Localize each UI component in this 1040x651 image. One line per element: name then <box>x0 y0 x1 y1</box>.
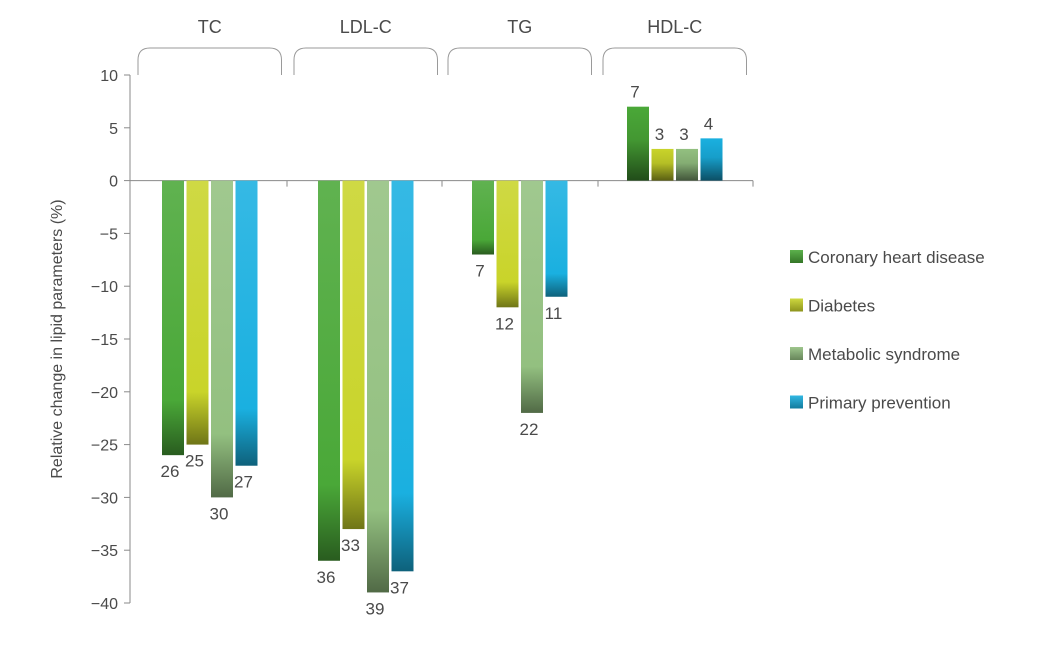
y-tick-label: −35 <box>91 543 118 560</box>
legend-swatch <box>790 298 803 312</box>
legend-swatch <box>790 250 803 263</box>
data-label: 26 <box>161 462 180 481</box>
category-brace <box>447 47 592 75</box>
y-tick-label: 5 <box>109 121 118 138</box>
bar <box>496 180 519 308</box>
category-brace <box>293 47 438 75</box>
category-label: HDL-C <box>647 17 702 37</box>
data-label: 36 <box>317 568 336 587</box>
data-label: 37 <box>390 578 409 597</box>
data-label: 7 <box>630 83 639 102</box>
data-labels: 26 36 7 7 25 33 12 3 30 39 22 3 27 37 11 4 <box>161 83 714 619</box>
y-tick-label: −5 <box>100 226 118 243</box>
y-axis-title: Relative change in lipid parameters (%) <box>49 199 66 478</box>
bar <box>521 180 543 413</box>
y-tick-label: −40 <box>91 596 118 613</box>
legend-label: Diabetes <box>808 297 875 316</box>
legend-swatch <box>790 395 803 409</box>
legend-swatch <box>790 347 803 360</box>
bar <box>162 180 184 456</box>
data-label: 25 <box>185 452 204 471</box>
y-tick-label: −10 <box>91 279 118 296</box>
data-label: 7 <box>475 262 484 281</box>
legend-label: Coronary heart disease <box>808 248 985 267</box>
y-tick-label: −15 <box>91 332 118 349</box>
bar <box>342 180 365 530</box>
data-label: 3 <box>679 125 688 144</box>
data-label: 27 <box>234 473 253 492</box>
y-tick-label: −25 <box>91 438 118 455</box>
bar <box>651 148 674 181</box>
bar <box>186 180 209 445</box>
bar <box>235 180 258 466</box>
bar <box>367 180 389 593</box>
bars <box>162 106 723 593</box>
data-label: 33 <box>341 536 360 555</box>
legend-label: Metabolic syndrome <box>808 345 960 364</box>
y-tick-label: −20 <box>91 385 118 402</box>
bar <box>391 180 414 572</box>
data-label: 22 <box>520 420 539 439</box>
category-label: TG <box>507 17 532 37</box>
category-labels: TC LDL-C TG HDL-C <box>198 17 703 37</box>
bar <box>676 148 698 181</box>
category-brace <box>602 47 747 75</box>
data-label: 3 <box>655 125 664 144</box>
bar <box>318 180 340 561</box>
bar <box>472 180 494 255</box>
y-tick-label: 0 <box>109 174 118 191</box>
bar <box>211 180 233 498</box>
bar <box>700 138 723 181</box>
data-label: 11 <box>545 304 563 323</box>
category-braces <box>137 47 747 75</box>
data-label: 39 <box>366 599 385 618</box>
y-tick-label: 10 <box>100 68 118 85</box>
category-brace <box>137 47 282 75</box>
y-tick-label: −30 <box>91 490 118 507</box>
bar <box>545 180 568 297</box>
data-label: 4 <box>704 114 713 133</box>
data-label: 12 <box>495 314 514 333</box>
legend: Coronary heart disease Diabetes Metabolic … <box>790 248 985 413</box>
category-label: LDL-C <box>340 17 392 37</box>
category-label: TC <box>198 17 222 37</box>
legend-label: Primary prevention <box>808 394 951 413</box>
bar <box>627 106 649 181</box>
data-label: 30 <box>210 504 229 523</box>
y-axis: 10 5 0 −5 −10 −15 −20 −25 −30 −35 −40 Relative chan… <box>49 68 754 613</box>
